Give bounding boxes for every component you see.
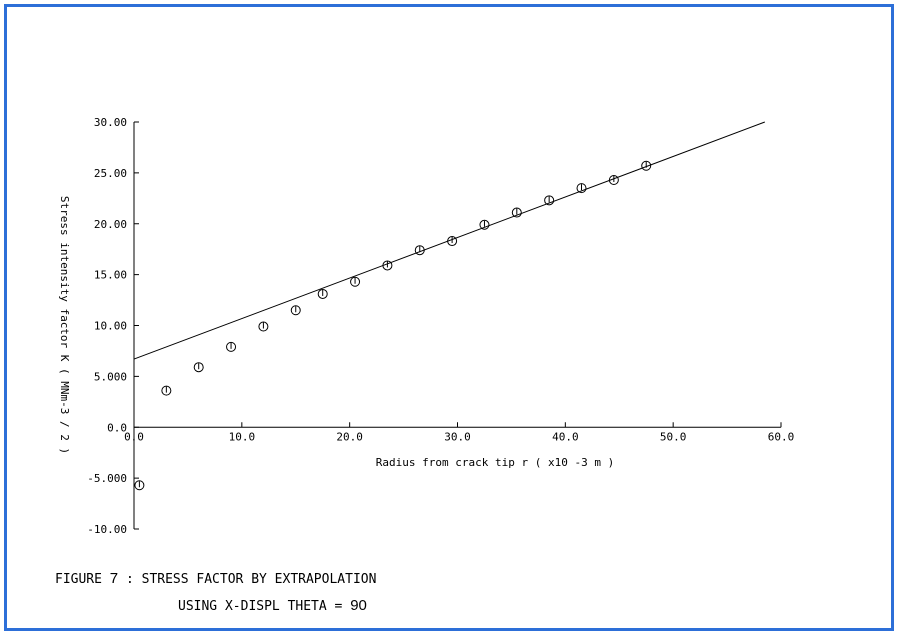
data-point	[134, 480, 145, 491]
x-tick-label: 10.0	[229, 430, 256, 443]
x-tick-label: 60.0	[768, 430, 795, 443]
data-point	[414, 245, 425, 256]
y-tick-label: 0.0	[107, 421, 127, 434]
data-point	[226, 341, 237, 352]
data-point	[290, 305, 301, 316]
x-axis-label: Radius from crack tip r ( x10 -3 m )	[376, 456, 614, 469]
data-point	[350, 276, 361, 287]
x-tick-label: 30.0	[444, 430, 471, 443]
caption-figure-word: FIGURE	[55, 572, 110, 587]
data-point	[161, 385, 172, 396]
data-point	[511, 207, 522, 218]
caption-figure-number: 7	[109, 570, 119, 587]
y-tick-label: 25.00	[94, 167, 127, 180]
fit-line	[133, 121, 766, 360]
figure-caption-line-2: USING X-DISPL THETA = 90	[178, 597, 367, 614]
y-tick-label: 30.00	[94, 116, 127, 129]
data-point	[258, 321, 269, 332]
figure-caption-line-1: FIGURE 7 : STRESS FACTOR BY EXTRAPOLATIO…	[55, 570, 376, 587]
caption-theta-value: 90	[350, 597, 367, 614]
x-ticks: 0.0 10.0 20.0 30.0 40.0 50.0 60.0	[124, 422, 794, 443]
x-tick-label: 40.0	[552, 430, 579, 443]
data-points	[134, 160, 652, 491]
y-tick-label: 10.00	[94, 320, 127, 333]
data-point	[576, 183, 587, 194]
y-tick-label: 15.00	[94, 269, 127, 282]
figure-frame: 0.0 10.0 20.0 30.0 40.0 50.0 60.0 -10.00 -5.000…	[4, 4, 894, 631]
caption-title: : STRESS FACTOR BY EXTRAPOLATION	[118, 572, 377, 587]
data-point	[608, 174, 619, 185]
y-ticks: -10.00 -5.000 0.0 5.000 10.00 15.00 20.00 25.00…	[87, 116, 139, 536]
data-point	[641, 160, 652, 171]
data-point	[447, 236, 458, 247]
data-point	[382, 260, 393, 271]
y-axis-label: Stress intensity factor K ( MNm-3 / 2 )	[58, 196, 71, 454]
y-tick-label: 20.00	[94, 218, 127, 231]
x-tick-label: 0.0	[124, 430, 144, 443]
caption-subtitle: USING X-DISPL THETA =	[178, 599, 351, 614]
x-tick-label: 50.0	[660, 430, 687, 443]
scatter-chart: 0.0 10.0 20.0 30.0 40.0 50.0 60.0 -10.00 -5.000…	[58, 116, 794, 536]
y-tick-label: -10.00	[87, 523, 127, 536]
data-point	[544, 195, 555, 206]
data-point	[479, 219, 490, 230]
data-point	[317, 288, 328, 299]
y-tick-label: 5.000	[94, 370, 127, 383]
data-point	[193, 362, 204, 373]
y-tick-label: -5.000	[87, 472, 127, 485]
x-tick-label: 20.0	[336, 430, 363, 443]
